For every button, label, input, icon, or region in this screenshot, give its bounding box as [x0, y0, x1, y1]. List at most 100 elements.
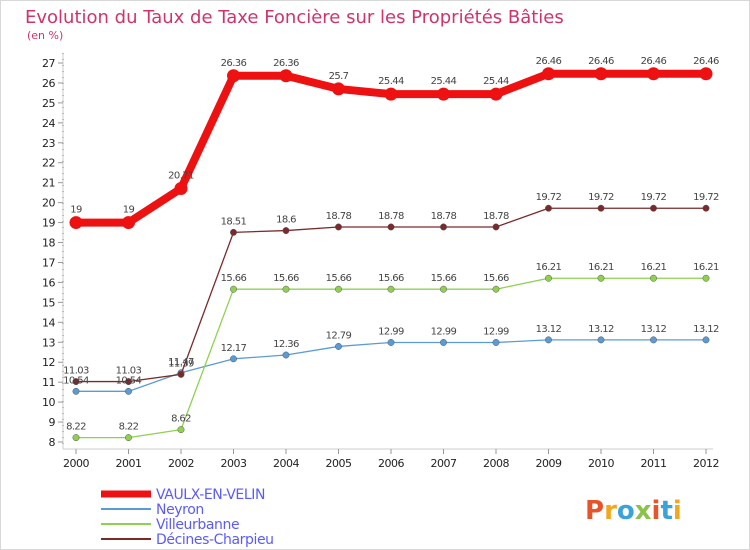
data-point [699, 67, 713, 81]
legend-label: Neyron [156, 502, 204, 518]
data-point [545, 204, 552, 212]
data-point [125, 378, 132, 386]
data-point [332, 82, 345, 96]
data-label: 12.99 [431, 326, 457, 337]
data-label: 11.47 [168, 357, 194, 368]
y-tick-label: 25 [42, 97, 55, 110]
data-label: 12.99 [483, 326, 509, 337]
x-tick-label: 2011 [641, 457, 667, 470]
x-tick-label: 2007 [431, 457, 457, 470]
x-tick-label: 2010 [588, 457, 614, 470]
data-label: 19 [123, 205, 135, 216]
data-point [174, 181, 188, 195]
data-label: 12.99 [378, 326, 404, 337]
data-label: 20.71 [168, 170, 194, 181]
data-point [387, 223, 395, 231]
data-point [597, 336, 605, 344]
x-tick-label: 2001 [116, 457, 142, 470]
y-tick-label: 21 [42, 177, 55, 190]
data-point [492, 339, 500, 346]
data-label: 25.7 [329, 71, 349, 82]
data-label: 18.78 [378, 211, 404, 222]
y-tick-label: 18 [42, 237, 55, 250]
data-point [650, 274, 657, 282]
data-label: 26.36 [273, 58, 299, 69]
y-tick-label: 19 [42, 217, 55, 230]
data-point [702, 204, 710, 212]
data-label: 15.66 [483, 273, 509, 284]
data-point [69, 216, 83, 230]
data-point [440, 339, 447, 346]
data-point [282, 351, 290, 359]
data-label: 8.22 [66, 422, 86, 433]
data-label: 13.12 [693, 324, 719, 335]
y-tick-label: 27 [42, 57, 55, 70]
legend-label: VAULX-EN-VELIN [156, 487, 265, 503]
data-point [177, 426, 185, 434]
data-label: 25.44 [378, 76, 404, 87]
data-point [279, 69, 293, 83]
y-tick-label: 24 [42, 117, 55, 130]
data-label: 18.78 [431, 211, 457, 222]
data-label: 15.66 [221, 273, 247, 284]
data-label: 19.72 [641, 192, 667, 203]
y-tick-label: 14 [42, 316, 55, 329]
data-point [282, 227, 290, 235]
x-tick-label: 2012 [693, 457, 719, 470]
data-point [594, 67, 608, 81]
logo-letter: t [660, 496, 672, 526]
data-label: 25.44 [483, 76, 509, 87]
data-label: 15.66 [273, 273, 299, 284]
data-point [702, 274, 710, 282]
data-point [440, 285, 447, 293]
data-label: 15.66 [378, 273, 404, 284]
data-label: 26.46 [536, 56, 562, 67]
data-label: 11.03 [116, 366, 142, 377]
y-tick-label: 20 [42, 197, 55, 210]
data-label: 18.78 [483, 211, 509, 222]
data-point [230, 355, 237, 363]
data-label: 13.12 [641, 324, 667, 335]
y-tick-label: 26 [42, 77, 55, 90]
data-label: 13.12 [536, 324, 562, 335]
data-point [230, 228, 237, 236]
series-line [76, 207, 706, 383]
data-label: 15.66 [431, 273, 457, 284]
data-label: 13.12 [588, 324, 614, 335]
data-point [440, 223, 447, 231]
chart-subtitle: (en %) [27, 29, 63, 42]
axes: 8 9 10 11 12 13 14 15 16 17 18 19 20 21 22 23 24 25 26 27 20… [42, 53, 720, 470]
x-tick-label: 2009 [536, 457, 562, 470]
data-point [125, 434, 132, 442]
data-point [335, 285, 342, 293]
y-tick-label: 10 [42, 396, 55, 409]
x-tick-label: 2003 [221, 457, 247, 470]
data-point [647, 67, 660, 81]
x-tick-label: 2002 [168, 457, 194, 470]
legend-label: Villeurbanne [156, 517, 239, 533]
data-point [282, 285, 290, 293]
logo-letter: P [585, 496, 604, 526]
data-labels: 10.54 10.54 11.47 12.17 12.36 12.79 12.99 12.99… [63, 56, 719, 433]
data-label: 26.46 [641, 56, 667, 67]
x-tick-label: 2005 [326, 457, 352, 470]
logo-letter: i [652, 496, 661, 526]
y-tick-label: 15 [42, 296, 55, 309]
data-label: 19.72 [693, 192, 719, 203]
data-label: 10.54 [63, 375, 89, 386]
y-tick-label: 16 [42, 276, 55, 289]
data-point [597, 274, 605, 282]
data-label: 12.79 [326, 330, 352, 341]
data-point [72, 378, 80, 386]
data-point [542, 67, 555, 81]
x-tick-label: 2006 [378, 457, 404, 470]
data-point [72, 387, 80, 395]
data-point [650, 336, 657, 344]
data-label: 26.36 [221, 58, 247, 69]
data-label: 15.66 [326, 273, 352, 284]
data-point [387, 339, 395, 346]
y-tick-label: 23 [42, 137, 55, 150]
y-tick-label: 22 [42, 157, 55, 170]
data-label: 26.46 [588, 56, 614, 67]
